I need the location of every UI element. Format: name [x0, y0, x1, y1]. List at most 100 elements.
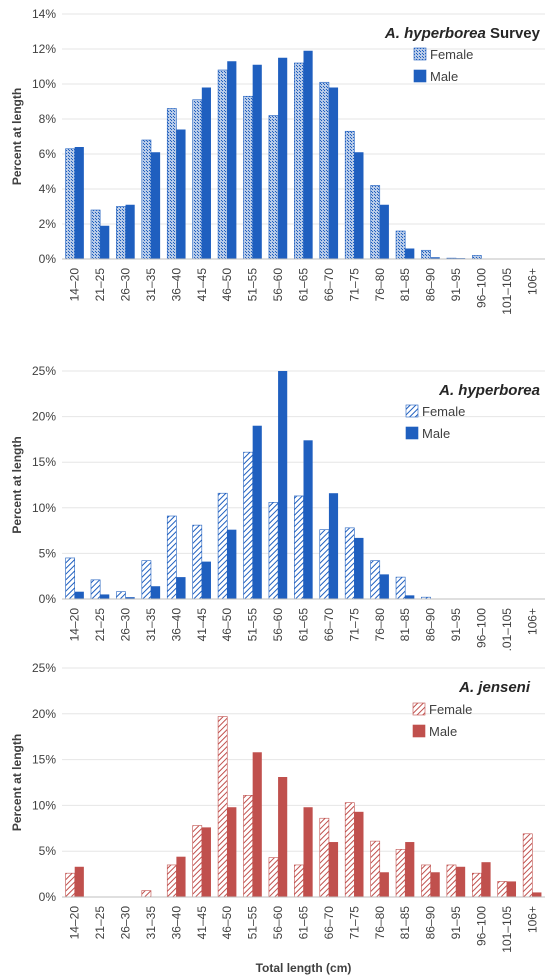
- legend-swatch-male: [405, 426, 419, 440]
- x-tick-label: 71–75: [347, 268, 361, 302]
- bar-male: [150, 586, 161, 599]
- bar-female: [192, 99, 203, 260]
- bar-male: [176, 577, 186, 599]
- x-tick-label: 56–60: [271, 608, 285, 642]
- bar-male: [405, 248, 415, 259]
- chart-panel-survey: 0% 2% 4% 6% 8% 10% 12% 14% 14–20 21–25 26–30 31–35…: [10, 7, 545, 315]
- y-tick-label: 20%: [32, 410, 56, 424]
- bar-male: [303, 807, 313, 897]
- bar-female: [319, 81, 330, 260]
- bar-female: [294, 864, 304, 898]
- y-tick-labels: 0% 5% 10% 15% 20% 25%: [32, 364, 56, 606]
- x-tick-label: 76–80: [373, 608, 387, 642]
- bar-female: [294, 62, 304, 260]
- y-tick-label: 5%: [39, 844, 57, 858]
- bar-female: [192, 524, 203, 600]
- x-tick-label: 21–25: [93, 906, 107, 940]
- x-tick-label: 56–60: [271, 268, 285, 302]
- bar-female: [116, 591, 126, 600]
- y-tick-label: 25%: [32, 364, 56, 378]
- y-tick-label: 5%: [39, 546, 57, 560]
- y-axis-title: Percent at length: [10, 436, 24, 533]
- bar-male: [328, 87, 339, 259]
- x-tick-label: 66–70: [322, 906, 336, 940]
- x-tick-label: 51–55: [246, 268, 260, 302]
- x-tick-label: 96–100: [474, 268, 488, 308]
- bar-female: [395, 849, 406, 898]
- bar-female: [471, 872, 482, 898]
- bar-male: [150, 152, 161, 259]
- x-tick-label: 86–90: [424, 268, 438, 302]
- bar-female: [217, 69, 228, 260]
- gridlines: [62, 667, 545, 852]
- x-tick-label: 61–65: [297, 906, 311, 940]
- bar-female: [90, 579, 101, 600]
- bar-female: [421, 249, 431, 260]
- bar-female: [65, 148, 76, 260]
- x-tick-label: 26–30: [119, 608, 133, 642]
- y-axis-title: Percent at length: [10, 734, 24, 831]
- bar-male: [201, 87, 211, 259]
- bar-male: [506, 881, 517, 897]
- x-tick-labels: 14–20 21–25 26–30 31–35 36–40 41–45 46–50 51–55…: [68, 906, 540, 953]
- x-tick-label: 56–60: [271, 906, 285, 940]
- bar-male: [74, 591, 84, 599]
- bar-male: [100, 225, 110, 259]
- x-tick-label: 91–95: [449, 906, 463, 940]
- legend: Female Male: [413, 47, 473, 84]
- bar-male: [430, 257, 440, 259]
- y-tick-labels: 0% 2% 4% 6% 8% 10% 12% 14%: [32, 7, 56, 266]
- y-tick-label: 2%: [39, 217, 57, 231]
- bar-female: [141, 890, 152, 898]
- y-tick-label: 25%: [32, 661, 56, 675]
- x-tick-label: 101–105: [500, 268, 514, 315]
- x-tick-label: 71–75: [347, 608, 361, 642]
- x-tick-label: 41–45: [195, 906, 209, 940]
- x-tick-label: 76–80: [373, 906, 387, 940]
- bar-female: [421, 864, 431, 898]
- x-tick-label: 81–85: [398, 268, 412, 302]
- bar-female: [141, 139, 152, 260]
- y-tick-label: 20%: [32, 707, 56, 721]
- bar-female: [243, 795, 253, 898]
- x-tick-label: 91–95: [449, 268, 463, 302]
- legend-label-male: Male: [422, 426, 450, 441]
- legend-swatch-male: [412, 724, 426, 738]
- bar-female: [446, 864, 457, 898]
- bar-female: [395, 576, 406, 600]
- bar-male: [379, 872, 389, 897]
- x-tick-label: 61–65: [297, 268, 311, 302]
- x-tick-labels: 14–20 21–25 26–30 31–35 36–40 41–45 46–50 51–55…: [68, 608, 540, 652]
- bar-female: [166, 108, 177, 260]
- bar-male: [278, 777, 288, 897]
- x-tick-label: 41–45: [195, 608, 209, 642]
- bar-male: [125, 204, 135, 259]
- bar-male: [201, 561, 211, 599]
- x-tick-label: 31–35: [144, 906, 158, 940]
- y-tick-label: 0%: [39, 252, 57, 266]
- x-tick-label: 36–40: [169, 608, 183, 642]
- y-tick-label: 15%: [32, 753, 56, 767]
- bar-male: [379, 204, 389, 259]
- bar-male: [252, 752, 262, 897]
- bar-male: [227, 61, 237, 259]
- bar-male: [201, 827, 211, 897]
- bars: [65, 50, 482, 260]
- x-tick-label: 46–50: [220, 906, 234, 940]
- bar-female: [370, 840, 381, 898]
- bar-male: [176, 129, 186, 259]
- bar-male: [328, 842, 339, 897]
- x-tick-label: 91–95: [449, 608, 463, 642]
- bar-female: [370, 560, 381, 600]
- x-tick-label: 21–25: [93, 608, 107, 642]
- bar-female: [141, 560, 152, 600]
- legend-label-female: Female: [430, 47, 473, 62]
- x-tick-label: 14–20: [68, 906, 82, 940]
- bar-female: [65, 557, 76, 600]
- bar-female: [395, 230, 406, 260]
- x-tick-label: 36–40: [169, 906, 183, 940]
- y-axis-title: Percent at length: [10, 88, 24, 185]
- x-tick-label: 106+: [525, 268, 539, 295]
- bar-female: [243, 451, 253, 600]
- bar-male: [100, 594, 110, 599]
